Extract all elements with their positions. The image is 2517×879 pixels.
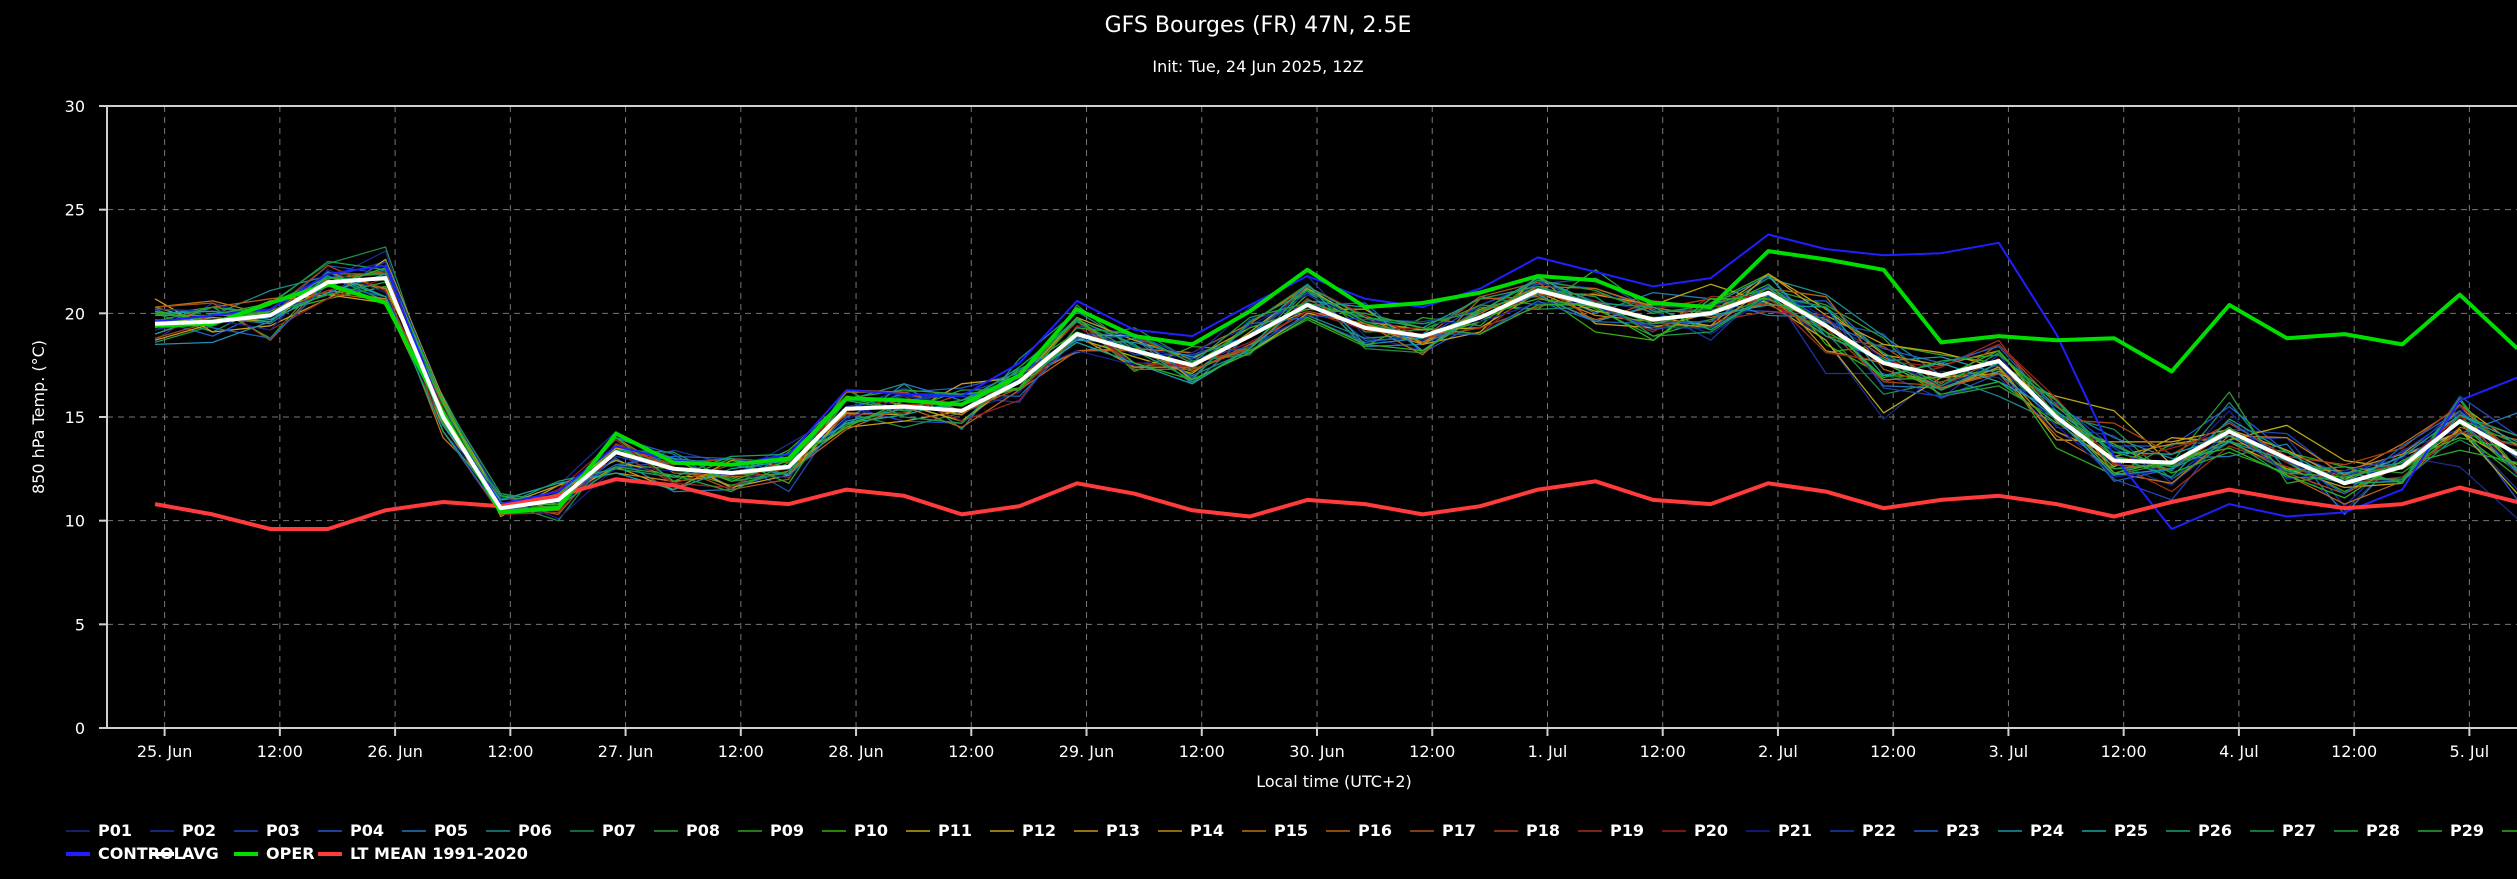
- y-tick-label: 10: [65, 512, 85, 531]
- legend-label: CONTROL: [98, 844, 184, 863]
- legend-label: P13: [1106, 821, 1140, 840]
- legend-label: OPER: [266, 844, 315, 863]
- x-tick-label: 12:00: [1179, 742, 1225, 761]
- legend-label: P27: [2282, 821, 2316, 840]
- x-tick-label: 12:00: [718, 742, 764, 761]
- legend-label: P11: [938, 821, 972, 840]
- legend-label: P28: [2366, 821, 2400, 840]
- x-tick-label: 2. Jul: [1758, 742, 1798, 761]
- legend-label: P04: [350, 821, 384, 840]
- x-tick-label: 4. Jul: [2219, 742, 2259, 761]
- legend-label: P26: [2198, 821, 2232, 840]
- x-tick-label: 29. Jun: [1059, 742, 1115, 761]
- grid-lines: [107, 106, 2517, 728]
- chart-title: GFS Bourges (FR) 47N, 2.5E: [1105, 13, 1412, 38]
- x-tick-label: 27. Jun: [598, 742, 654, 761]
- x-tick-label: 12:00: [1409, 742, 1455, 761]
- x-tick-label: 30. Jun: [1289, 742, 1345, 761]
- legend-label: P21: [1778, 821, 1812, 840]
- chart-subtitle: Init: Tue, 24 Jun 2025, 12Z: [1152, 57, 1363, 76]
- legend-label: P03: [266, 821, 300, 840]
- x-axis-ticks: 25. Jun 12:00 26. Jun 12:00 27. Jun 12:00 28. …: [137, 728, 2489, 761]
- legend-label: P22: [1862, 821, 1896, 840]
- legend-label: LT MEAN 1991-2020: [350, 844, 528, 863]
- x-tick-label: 26. Jun: [367, 742, 423, 761]
- legend-label: P16: [1358, 821, 1392, 840]
- legend-label: P02: [182, 821, 216, 840]
- legend-label: P23: [1946, 821, 1980, 840]
- series-line-lt-mean-1991-2020: [154, 477, 2517, 531]
- legend-label: P17: [1442, 821, 1476, 840]
- legend-label: P19: [1610, 821, 1644, 840]
- series-line-p30: [154, 267, 2517, 507]
- series-line-p16: [154, 287, 2517, 511]
- x-tick-label: 12:00: [2331, 742, 2377, 761]
- legend-label: P06: [518, 821, 552, 840]
- y-tick-label: 5: [75, 615, 85, 634]
- series-line-avg: [154, 276, 2517, 511]
- y-axis-label: 850 hPa Temp. (°C): [29, 340, 48, 494]
- legend-label: P20: [1694, 821, 1728, 840]
- y-tick-label: 30: [65, 97, 85, 116]
- legend-label: P01: [98, 821, 132, 840]
- x-tick-label: 12:00: [1640, 742, 1686, 761]
- series-line-control: [154, 233, 2517, 530]
- x-axis-label: Local time (UTC+2): [1256, 772, 1412, 791]
- x-tick-label: 28. Jun: [828, 742, 884, 761]
- x-tick-label: 1. Jul: [1528, 742, 1568, 761]
- series-line-p11: [154, 279, 2517, 507]
- legend-label: P12: [1022, 821, 1056, 840]
- legend-label: AVG: [182, 844, 219, 863]
- plot-area: [154, 233, 2517, 531]
- legend-label: P24: [2030, 821, 2064, 840]
- series-line-p01: [154, 250, 2517, 520]
- x-tick-label: 25. Jun: [137, 742, 193, 761]
- legend-label: P09: [770, 821, 804, 840]
- legend-label: P15: [1274, 821, 1308, 840]
- legend-label: P05: [434, 821, 468, 840]
- x-tick-label: 3. Jul: [1989, 742, 2029, 761]
- y-tick-label: 0: [75, 719, 85, 738]
- series-line-oper: [154, 249, 2517, 515]
- legend-label: P10: [854, 821, 888, 840]
- legend-label: P07: [602, 821, 636, 840]
- x-tick-label: 5. Jul: [2450, 742, 2490, 761]
- legend-label: P29: [2450, 821, 2484, 840]
- legend-label: P25: [2114, 821, 2148, 840]
- y-axis-ticks: 0 5 10 15 20 25 30: [65, 97, 107, 738]
- legend-label: P18: [1526, 821, 1560, 840]
- x-tick-label: 12:00: [2101, 742, 2147, 761]
- x-tick-label: 12:00: [1870, 742, 1916, 761]
- legend-label: P14: [1190, 821, 1224, 840]
- y-tick-label: 20: [65, 304, 85, 323]
- plot-frame: [106, 105, 2517, 729]
- x-tick-label: 12:00: [487, 742, 533, 761]
- x-tick-label: 12:00: [948, 742, 994, 761]
- series-line-p21: [154, 269, 2517, 520]
- legend: P01 P02 P03 P04 P05 P06 P07 P08 P09 P10 P11 P12 P13 P…: [66, 821, 2517, 863]
- y-tick-label: 25: [65, 201, 85, 220]
- x-tick-label: 12:00: [257, 742, 303, 761]
- y-tick-label: 15: [65, 408, 85, 427]
- legend-label: P08: [686, 821, 720, 840]
